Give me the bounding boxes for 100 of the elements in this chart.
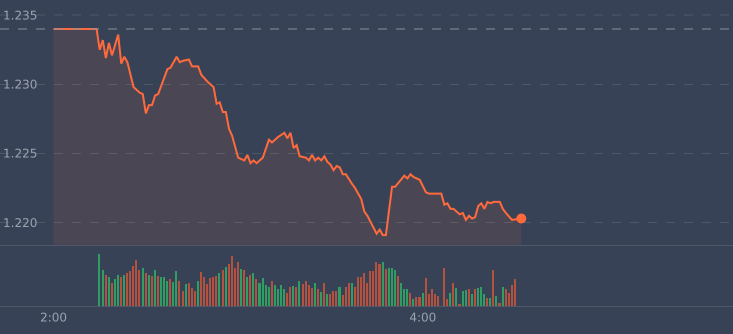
bar — [280, 284, 282, 306]
bar — [397, 276, 399, 306]
bar — [308, 284, 310, 306]
bar — [98, 254, 100, 306]
bar — [462, 290, 464, 306]
bar — [246, 276, 248, 306]
bar — [255, 278, 257, 306]
bar — [218, 272, 220, 306]
bar — [375, 262, 377, 306]
bar — [314, 282, 316, 306]
bar — [126, 272, 128, 306]
bar — [194, 290, 196, 306]
bar — [185, 284, 187, 306]
bar — [357, 276, 359, 306]
bar — [388, 268, 390, 306]
bar — [274, 284, 276, 306]
bar — [394, 270, 396, 306]
bar — [431, 288, 433, 306]
bar — [480, 286, 482, 306]
bar — [222, 270, 224, 306]
bar — [382, 262, 384, 306]
bar — [160, 276, 162, 306]
bar — [345, 286, 347, 306]
bar — [289, 286, 291, 306]
bar — [298, 280, 300, 306]
bar — [151, 276, 153, 306]
bar — [123, 274, 125, 306]
y-tick-label: 1.220 — [3, 216, 38, 230]
bar — [117, 274, 119, 306]
bar — [502, 286, 504, 306]
bar — [425, 278, 427, 306]
bar — [163, 276, 165, 306]
bar — [105, 274, 107, 306]
bar — [145, 272, 147, 306]
bar — [338, 286, 341, 306]
bar — [311, 288, 313, 306]
bar — [231, 256, 233, 306]
bar — [498, 302, 501, 306]
bar — [237, 262, 239, 306]
bar — [212, 276, 214, 306]
bar — [111, 282, 113, 306]
bar — [495, 296, 497, 306]
y-tick-label: 1.235 — [3, 8, 38, 22]
x-tick-label: 4:00 — [409, 310, 436, 324]
bar — [188, 282, 190, 306]
bar — [166, 280, 168, 306]
y-tick-label: 1.225 — [3, 146, 38, 161]
bar — [335, 290, 337, 306]
bar — [102, 270, 104, 306]
bar — [120, 276, 122, 306]
bar — [437, 296, 439, 306]
bar — [332, 290, 334, 306]
bar — [351, 282, 353, 306]
bar — [452, 282, 454, 306]
x-tick-label: 2:00 — [40, 310, 68, 324]
bar — [385, 268, 387, 306]
bar — [443, 268, 445, 306]
bar — [305, 280, 307, 306]
bar — [271, 280, 273, 306]
bar — [277, 288, 279, 306]
bar — [175, 270, 177, 306]
bar — [108, 276, 110, 306]
bar — [400, 282, 402, 306]
bar — [465, 290, 467, 306]
bar — [252, 272, 254, 306]
bar — [197, 280, 199, 306]
bar — [302, 284, 304, 306]
bar — [486, 298, 488, 306]
bar — [249, 274, 251, 306]
bar — [240, 268, 242, 306]
bar — [295, 286, 297, 306]
bar — [323, 282, 325, 306]
bar — [468, 288, 470, 306]
y-tick-label: 1.230 — [3, 78, 38, 92]
bar — [369, 270, 371, 306]
bar — [409, 292, 411, 306]
bar — [142, 268, 144, 306]
bar — [415, 296, 417, 306]
bar — [292, 286, 294, 306]
bar — [215, 276, 217, 306]
bar — [320, 292, 322, 306]
bar — [378, 264, 381, 306]
bar — [477, 288, 479, 306]
bar — [148, 274, 150, 306]
bar — [317, 288, 319, 306]
bar — [505, 288, 507, 306]
bar — [268, 286, 270, 306]
bar — [360, 276, 362, 306]
bar — [514, 278, 516, 306]
bar — [489, 298, 491, 306]
bar — [169, 278, 171, 306]
bar — [209, 278, 211, 306]
bar — [422, 292, 424, 306]
bar — [114, 278, 116, 306]
bar — [157, 276, 159, 306]
bar — [200, 272, 202, 306]
bar — [262, 278, 264, 306]
bar — [178, 280, 180, 306]
bar — [348, 282, 350, 306]
bar — [243, 270, 245, 306]
